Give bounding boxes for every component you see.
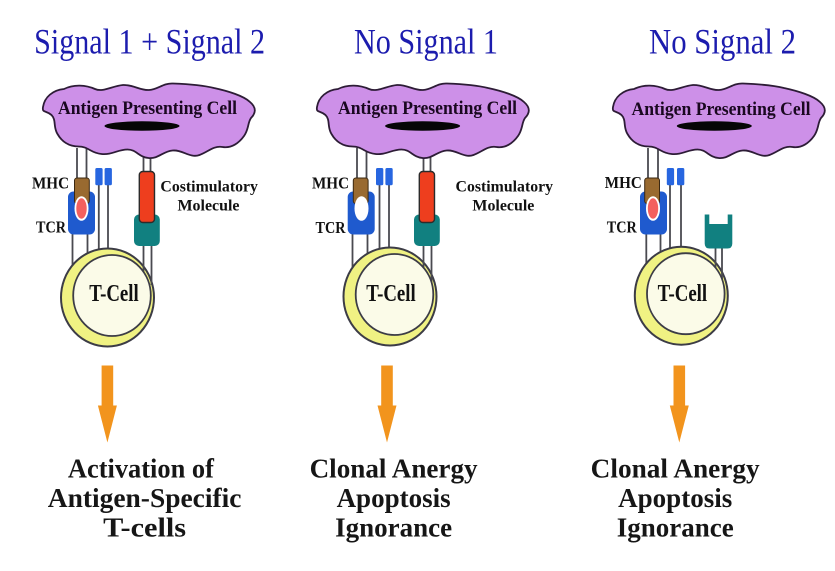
svg-text:Antigen Presenting Cell: Antigen Presenting Cell <box>58 99 237 119</box>
svg-text:TCR: TCR <box>36 218 67 237</box>
svg-text:Activation of: Activation of <box>68 454 215 484</box>
svg-text:T-Cell: T-Cell <box>89 281 139 307</box>
svg-text:Ignorance: Ignorance <box>335 513 452 543</box>
svg-text:MHC: MHC <box>312 174 349 193</box>
svg-text:Clonal Anergy: Clonal Anergy <box>591 454 760 484</box>
svg-text:T-Cell: T-Cell <box>366 281 416 307</box>
svg-text:Apoptosis: Apoptosis <box>337 483 451 513</box>
svg-text:Antigen Presenting Cell: Antigen Presenting Cell <box>632 100 811 120</box>
svg-text:Molecule: Molecule <box>178 198 240 215</box>
svg-text:No Signal 2: No Signal 2 <box>649 22 796 62</box>
svg-text:MHC: MHC <box>605 173 642 192</box>
svg-text:Ignorance: Ignorance <box>617 513 734 543</box>
svg-text:Molecule: Molecule <box>472 198 534 215</box>
svg-text:Costimulatory: Costimulatory <box>160 179 258 196</box>
svg-text:Apoptosis: Apoptosis <box>618 483 732 513</box>
svg-text:TCR: TCR <box>607 218 638 237</box>
svg-text:No Signal 1: No Signal 1 <box>354 22 498 62</box>
svg-text:Costimulatory: Costimulatory <box>456 179 554 196</box>
svg-text:Antigen Presenting Cell: Antigen Presenting Cell <box>338 99 517 119</box>
svg-text:T-cells: T-cells <box>103 513 186 543</box>
svg-text:Clonal Anergy: Clonal Anergy <box>310 454 478 484</box>
svg-text:MHC: MHC <box>32 174 69 193</box>
svg-text:Antigen-Specific: Antigen-Specific <box>48 483 242 513</box>
svg-text:T-Cell: T-Cell <box>658 281 708 307</box>
svg-text:Signal 1 + Signal 2: Signal 1 + Signal 2 <box>34 22 265 62</box>
svg-text:TCR: TCR <box>316 218 347 237</box>
